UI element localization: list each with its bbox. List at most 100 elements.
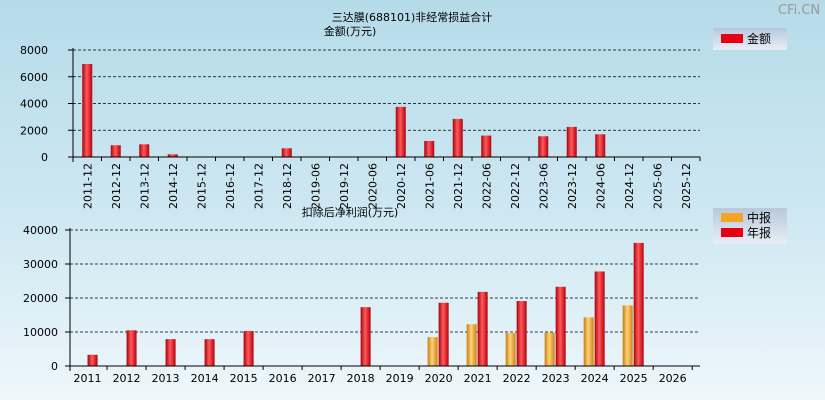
chart1-x-tick-label: 2014-12 xyxy=(167,163,180,209)
chart1-x-tick-label: 2015-12 xyxy=(195,163,208,209)
chart1-y-tick-label: 2000 xyxy=(20,124,48,137)
chart2-x-tick-label: 2026 xyxy=(659,372,687,385)
chart2-x-tick-label: 2018 xyxy=(347,372,375,385)
chart2-bar-year xyxy=(555,286,566,366)
chart2-bar-year xyxy=(438,302,449,366)
chart2-legend: 中报 年报 xyxy=(713,208,787,244)
chart2-bar-mid xyxy=(544,332,555,366)
chart1-bar xyxy=(481,135,492,157)
chart1-legend-box xyxy=(713,28,787,50)
chart2-gridlines xyxy=(65,229,700,367)
chart1-x-tick-label: 2016-12 xyxy=(224,163,237,209)
chart2-y-tick-label: 30000 xyxy=(23,258,58,271)
chart2-x-tick-label: 2020 xyxy=(425,372,453,385)
chart1-bar xyxy=(82,64,93,157)
chart2-x-tick-label: 2013 xyxy=(152,372,180,385)
chart2-bar-year xyxy=(165,339,176,366)
chart1-x-tick-label: 2025-12 xyxy=(680,163,693,209)
chart1-x-tick-label: 2025-06 xyxy=(651,163,664,209)
chart2-legend-swatch-mid xyxy=(721,213,743,222)
chart1-x-tick-label: 2012-12 xyxy=(110,163,123,209)
chart1-legend: 金额 xyxy=(713,28,787,50)
chart2-bar-year xyxy=(126,330,137,366)
chart2-x-tick-label: 2017 xyxy=(308,372,336,385)
chart1-bar xyxy=(595,134,606,157)
chart1-x-tick-labels: 2011-12 2012-12 2013-12 2014-12 2015-12 2016-… xyxy=(81,163,693,209)
watermark: CFi.CN xyxy=(778,3,820,18)
chart1-bar xyxy=(139,144,150,157)
chart2-y-tick-label: 0 xyxy=(51,360,58,373)
chart2-x-tick-label: 2021 xyxy=(464,372,492,385)
chart2-axes xyxy=(65,228,700,371)
chart1-subtitle: 金额(万元) xyxy=(324,24,377,38)
chart2-bar-year xyxy=(633,242,644,366)
chart2-x-tick-label: 2022 xyxy=(503,372,531,385)
chart1-x-tick-label: 2020-06 xyxy=(366,163,379,209)
chart1-y-tick-label: 8000 xyxy=(20,44,48,57)
chart2-x-tick-label: 2015 xyxy=(230,372,258,385)
chart1-y-tick-label: 4000 xyxy=(20,98,48,111)
chart2-x-tick-label: 2012 xyxy=(113,372,141,385)
chart1-legend-swatch xyxy=(721,34,743,43)
chart2-y-tick-labels: 0 10000 20000 30000 40000 xyxy=(23,224,58,373)
chart1-bar xyxy=(395,106,406,157)
chart1-x-tick-label: 2022-12 xyxy=(509,163,522,209)
chart1-x-tick-label: 2019-06 xyxy=(309,163,322,209)
chart2-x-tick-label: 2014 xyxy=(191,372,219,385)
chart2-legend-swatch-year xyxy=(721,228,743,237)
chart1-bar xyxy=(281,148,292,157)
chart1-y-tick-label: 6000 xyxy=(20,71,48,84)
chart2-bar-mid xyxy=(466,324,477,366)
chart2-y-tick-label: 20000 xyxy=(23,292,58,305)
chart2-bar-year xyxy=(360,307,371,366)
chart1-bar xyxy=(538,136,549,157)
chart2-bar-year xyxy=(243,330,254,366)
chart1-x-tick-label: 2024-06 xyxy=(594,163,607,209)
chart2-legend-label-year: 年报 xyxy=(747,225,771,240)
chart2-x-tick-label: 2016 xyxy=(269,372,297,385)
chart1-bar xyxy=(566,126,577,157)
chart2-bar-year xyxy=(87,354,98,366)
chart1-bar xyxy=(167,154,178,157)
chart1-x-tick-label: 2021-12 xyxy=(452,163,465,209)
chart2-bar-mid xyxy=(427,337,438,366)
chart2-bar-mid xyxy=(622,305,633,366)
chart2-x-tick-label: 2019 xyxy=(386,372,414,385)
chart1-x-tick-label: 2023-12 xyxy=(566,163,579,209)
chart2-y-tick-label: 10000 xyxy=(23,326,58,339)
chart1-x-tick-label: 2017-12 xyxy=(252,163,265,209)
chart2-subtitle: 扣除后净利润(万元) xyxy=(302,205,399,219)
chart1-x-tick-label: 2024-12 xyxy=(623,163,636,209)
chart2-y-tick-label: 40000 xyxy=(23,224,58,237)
chart2-x-tick-label: 2024 xyxy=(581,372,609,385)
chart1-y-tick-label: 0 xyxy=(41,151,48,164)
chart1-bar xyxy=(424,140,435,157)
chart2-bar-year xyxy=(477,291,488,366)
chart2-bar-year xyxy=(516,301,527,366)
chart2-x-tick-label: 2011 xyxy=(74,372,102,385)
chart1-legend-label: 金额 xyxy=(747,31,771,46)
chart2-bar-year xyxy=(594,271,605,366)
chart1-bar xyxy=(110,145,121,157)
chart2-bars xyxy=(87,242,644,366)
chart2-legend-label-mid: 中报 xyxy=(747,210,771,225)
chart1-x-tick-label: 2018-12 xyxy=(281,163,294,209)
chart1-x-tick-label: 2021-06 xyxy=(423,163,436,209)
chart1-bars xyxy=(82,64,606,157)
chart2-bar-mid xyxy=(505,333,516,366)
chart1-x-tick-label: 2019-12 xyxy=(338,163,351,209)
chart1-x-tick-label: 2013-12 xyxy=(138,163,151,209)
chart2-bar-year xyxy=(204,339,215,366)
chart1-bar xyxy=(452,118,463,157)
chart2-x-tick-label: 2025 xyxy=(620,372,648,385)
chart1-axes xyxy=(68,48,701,162)
chart1-y-tick-labels: 0 2000 4000 6000 8000 xyxy=(20,44,48,164)
chart1-x-tick-label: 2022-06 xyxy=(480,163,493,209)
chart1-x-tick-label: 2020-12 xyxy=(395,163,408,209)
chart1-title: 三达膜(688101)非经常损益合计 xyxy=(332,10,493,24)
chart2-x-tick-label: 2023 xyxy=(542,372,570,385)
chart1-x-tick-label: 2011-12 xyxy=(81,163,94,209)
chart2-bar-mid xyxy=(583,317,594,366)
